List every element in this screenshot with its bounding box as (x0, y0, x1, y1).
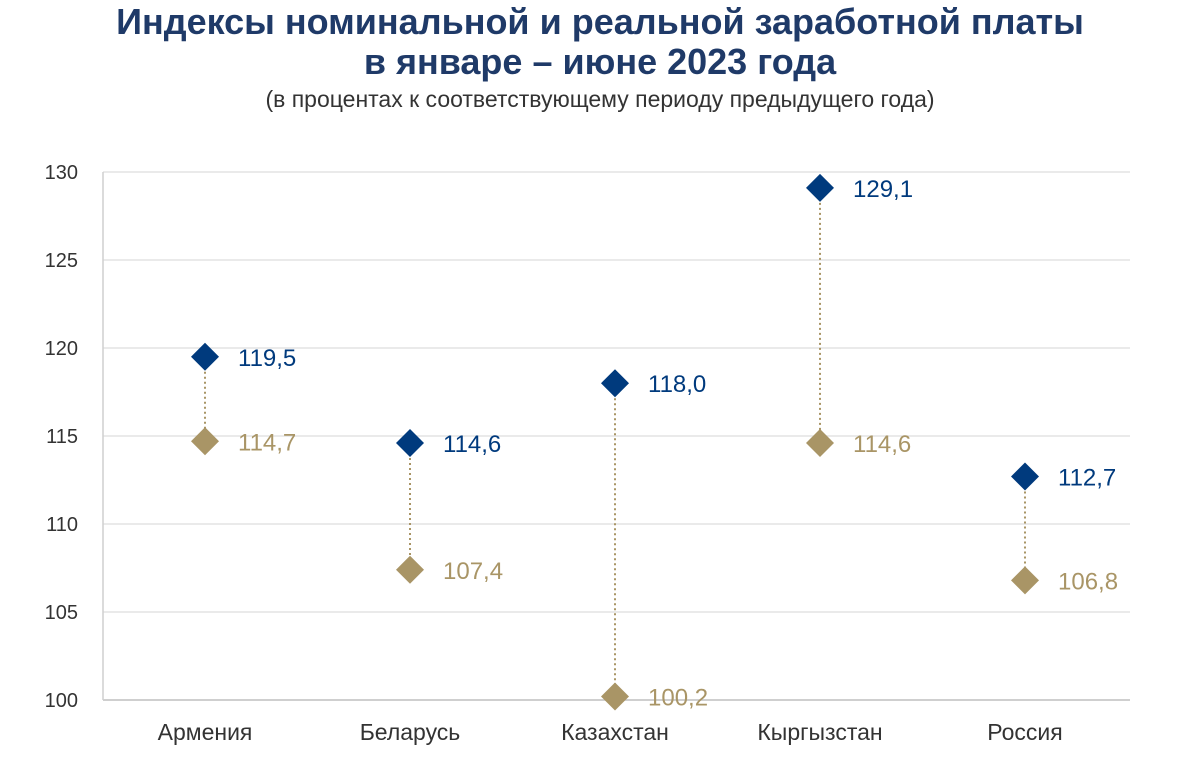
chart-title: Индексы номинальной и реальной заработно… (0, 2, 1200, 82)
category-label: Беларусь (360, 719, 461, 745)
category-label: Кыргызстан (757, 719, 882, 745)
y-tick-label: 105 (45, 602, 78, 624)
data-label: 119,5 (238, 345, 296, 372)
chart-subtitle: (в процентах к соответствующему периоду … (265, 86, 935, 112)
data-label: 118,0 (648, 371, 706, 398)
y-tick-label: 120 (45, 338, 78, 360)
data-label: 106,8 (1058, 568, 1118, 595)
y-tick-label: 125 (45, 250, 78, 272)
data-point-marker (1011, 462, 1039, 491)
data-point-marker (396, 429, 424, 458)
data-point-marker (396, 555, 424, 584)
data-point-marker (601, 369, 629, 398)
data-label: 114,6 (443, 431, 501, 458)
chart-title-line-1: Индексы номинальной и реальной заработно… (116, 1, 1084, 42)
category-label: Россия (987, 719, 1062, 745)
y-tick-label: 110 (46, 514, 78, 536)
data-point-marker (1011, 566, 1039, 595)
data-label: 107,4 (443, 558, 503, 585)
y-tick-label: 100 (45, 690, 78, 712)
data-point-marker (806, 173, 834, 202)
data-point-marker (191, 342, 219, 371)
data-point-marker (601, 682, 629, 711)
chart-title-line-2: в январе – июне 2023 года (363, 41, 837, 82)
data-point-marker (191, 427, 219, 456)
category-label: Казахстан (561, 719, 669, 745)
category-label: Армения (158, 719, 253, 745)
data-point-marker (806, 429, 834, 458)
data-label: 114,7 (238, 429, 296, 456)
data-label: 100,2 (648, 684, 708, 711)
data-label: 112,7 (1058, 464, 1116, 491)
data-label: 129,1 (853, 176, 913, 203)
data-label: 114,6 (853, 431, 911, 458)
y-tick-label: 130 (45, 162, 78, 184)
y-tick-label: 115 (46, 426, 78, 448)
